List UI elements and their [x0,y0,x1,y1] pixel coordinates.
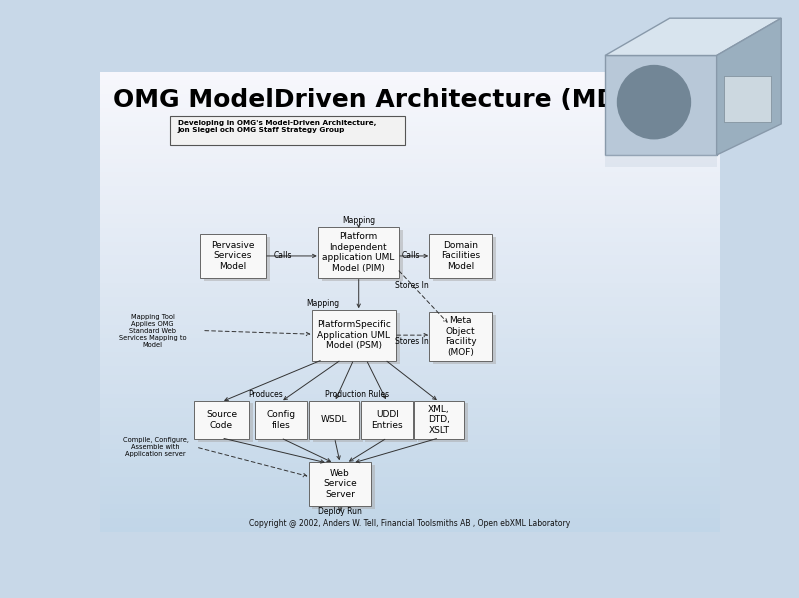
Text: Compile, Configure,
Assemble with
Application server: Compile, Configure, Assemble with Applic… [123,437,189,457]
FancyBboxPatch shape [418,403,467,442]
FancyBboxPatch shape [433,237,495,281]
Text: UDDI
Entries: UDDI Entries [372,410,403,429]
Text: Platform
Independent
application UML
Model (PIM): Platform Independent application UML Mod… [322,233,395,273]
FancyBboxPatch shape [361,401,413,439]
FancyBboxPatch shape [433,315,495,364]
Text: Production Rules: Production Rules [324,389,389,399]
FancyBboxPatch shape [429,312,492,361]
Polygon shape [605,155,717,167]
Polygon shape [605,56,717,155]
Text: Stores In: Stores In [395,282,429,291]
Ellipse shape [617,65,691,139]
Text: Deploy Run: Deploy Run [318,508,362,517]
FancyBboxPatch shape [194,401,249,439]
FancyBboxPatch shape [365,403,417,442]
Text: OMG ModelDriven Architecture (MDA): OMG ModelDriven Architecture (MDA) [113,88,648,112]
FancyBboxPatch shape [204,237,269,281]
Text: Produces: Produces [248,389,283,399]
Text: Mapping: Mapping [306,300,340,309]
FancyBboxPatch shape [201,234,266,278]
Text: Copyright @ 2002, Anders W. Tell, Financial Toolsmiths AB , Open ebXML Laborator: Copyright @ 2002, Anders W. Tell, Financ… [248,518,570,527]
Text: Web
Service
Server: Web Service Server [323,469,356,499]
Text: Calls: Calls [401,251,420,260]
FancyBboxPatch shape [414,401,464,439]
Text: WSDL: WSDL [321,416,348,425]
FancyBboxPatch shape [429,234,492,278]
Text: Meta
Object
Facility
(MOF): Meta Object Facility (MOF) [445,316,476,356]
FancyBboxPatch shape [318,227,399,278]
FancyBboxPatch shape [321,230,403,281]
FancyBboxPatch shape [313,403,363,442]
FancyBboxPatch shape [308,462,371,506]
Text: Mapping Tool
Applies OMG
Standard Web
Services Mapping to
Model: Mapping Tool Applies OMG Standard Web Se… [119,313,186,347]
FancyBboxPatch shape [255,401,307,439]
Text: PlatformSpecific
Application UML
Model (PSM): PlatformSpecific Application UML Model (… [317,321,391,350]
FancyBboxPatch shape [197,403,252,442]
FancyBboxPatch shape [316,313,400,364]
Text: Config
files: Config files [266,410,296,429]
FancyBboxPatch shape [312,310,396,361]
FancyBboxPatch shape [309,401,360,439]
Polygon shape [717,18,781,155]
Text: Stores In: Stores In [395,337,429,346]
Text: XML,
DTD,
XSLT: XML, DTD, XSLT [428,405,450,435]
Text: Source
Code: Source Code [206,410,237,429]
FancyBboxPatch shape [725,76,772,123]
Text: Domain
Facilities
Model: Domain Facilities Model [441,241,480,271]
Text: Calls: Calls [274,251,292,260]
Text: Developing in OMG's Model-Driven Architecture,
Jon Siegel och OMG Staff Strategy: Developing in OMG's Model-Driven Archite… [178,120,376,133]
FancyBboxPatch shape [312,465,375,509]
Polygon shape [605,18,781,56]
FancyBboxPatch shape [170,115,405,145]
Text: Pervasive
Services
Model: Pervasive Services Model [211,241,255,271]
Text: Mapping: Mapping [342,216,376,225]
FancyBboxPatch shape [258,403,311,442]
